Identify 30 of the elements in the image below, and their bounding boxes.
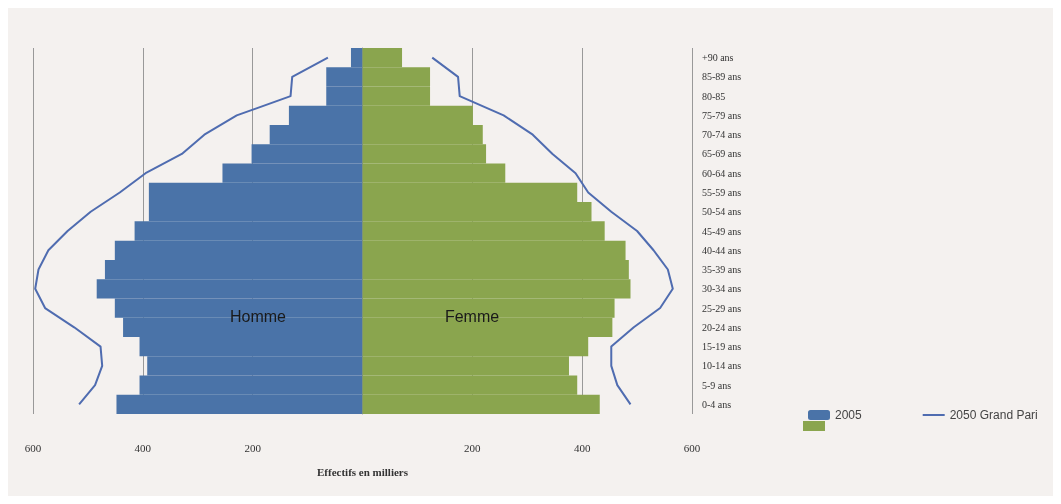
legend-label: 2050 Grand Pari <box>949 408 1038 422</box>
annotation: Homme <box>229 307 287 325</box>
y-tick-label: 45-49 ans <box>702 225 742 237</box>
y-tick-label: 75-79 ans <box>702 109 742 121</box>
x-tick-label: 600 <box>24 441 42 454</box>
y-tick-label: +90 ans <box>702 52 734 64</box>
y-tick-label: 40-44 ans <box>702 244 742 256</box>
y-tick-label: 70-74 ans <box>702 129 742 141</box>
y-tick-label: 65-69 ans <box>702 148 742 160</box>
y-tick-label: 5-9 ans <box>702 379 732 391</box>
x-tick-label: 200 <box>244 441 262 454</box>
y-tick-label: 85-89 ans <box>702 71 742 83</box>
x-axis-title: Effectifs en milliers <box>316 465 409 478</box>
y-tick-label: 55-59 ans <box>702 186 742 198</box>
y-tick-label: 60-64 ans <box>702 167 742 179</box>
y-tick-label: 30-34 ans <box>702 283 742 295</box>
y-tick-label: 0-4 ans <box>702 398 732 410</box>
x-tick-label: 600 <box>683 441 701 454</box>
x-tick-label: 200 <box>464 441 482 454</box>
y-tick-label: 50-54 ans <box>702 206 742 218</box>
y-tick-label: 10-14 ans <box>702 360 742 372</box>
y-tick-label: 25-29 ans <box>702 302 742 314</box>
y-tick-label: 80-85 <box>702 90 726 102</box>
x-tick-label: 400 <box>134 441 152 454</box>
annotation: Femme <box>444 307 500 325</box>
y-tick-label: 35-39 ans <box>702 264 742 276</box>
y-tick-label: 15-19 ans <box>702 341 742 353</box>
x-tick-label: 400 <box>573 441 591 454</box>
y-tick-label: 20-24 ans <box>702 321 742 333</box>
legend-label: 2005 <box>835 408 863 422</box>
